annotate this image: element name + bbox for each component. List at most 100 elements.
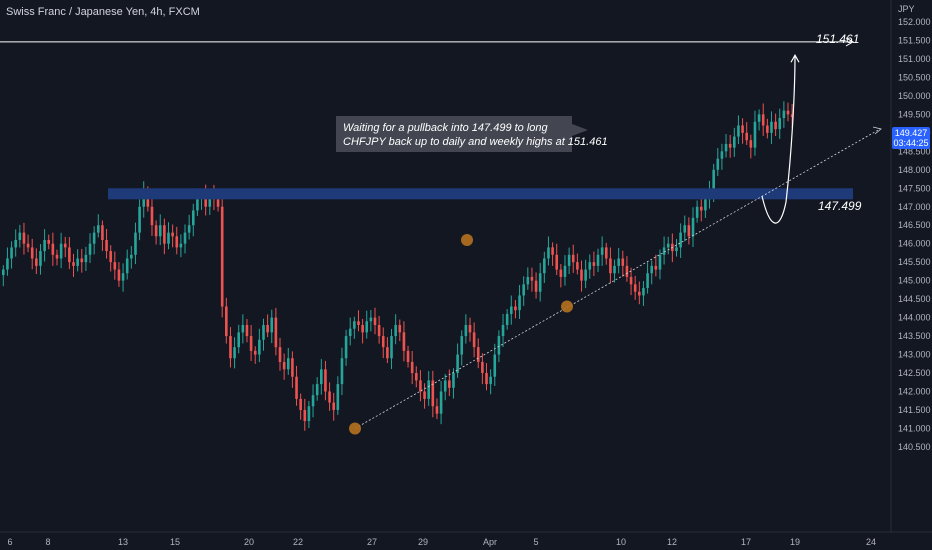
candle — [559, 264, 563, 288]
candle — [472, 322, 476, 358]
callout-line-1: Waiting for a pullback into 147.499 to l… — [343, 122, 549, 134]
candle — [675, 238, 678, 257]
candle — [427, 371, 430, 406]
candle — [361, 318, 364, 344]
time-axis[interactable]: 6 8 13 15 20 22 27 29 Apr 5 10 12 17 19 24 — [0, 531, 932, 547]
target-level-label: 151.461 — [816, 32, 859, 46]
price-tick-label: 141.500 — [898, 405, 931, 415]
candle — [753, 110, 757, 156]
date-tick-label: 27 — [367, 537, 377, 547]
price-tick-label: 151.000 — [898, 54, 931, 64]
candle — [59, 232, 63, 269]
bar-countdown: 03:44:25 — [893, 138, 928, 148]
candle — [340, 347, 344, 396]
candle — [733, 127, 736, 157]
callout-line-2: CHFJPY back up to daily and weekly highs… — [343, 136, 608, 148]
price-tick-label: 144.000 — [898, 313, 931, 323]
candle — [55, 249, 59, 266]
candle — [258, 328, 261, 363]
chart-title: Swiss Franc / Japanese Yen, 4h, FXCM — [6, 6, 200, 18]
candle — [92, 226, 96, 255]
price-axis[interactable]: JPY 152.000 151.500 151.000 150.500 150.000 1… — [890, 0, 931, 532]
price-tick-label: 148.000 — [898, 165, 931, 175]
candle — [158, 214, 162, 246]
candle — [534, 272, 538, 299]
candle — [638, 281, 641, 305]
target-arrow-head — [845, 37, 855, 47]
candle — [695, 200, 699, 223]
candle — [563, 255, 567, 286]
date-tick-label: 29 — [418, 537, 428, 547]
drawings-layer — [0, 37, 882, 435]
candle — [175, 226, 179, 255]
price-tick-label: 142.500 — [898, 368, 931, 378]
price-tick-label: 149.500 — [898, 109, 931, 119]
candle — [315, 377, 319, 401]
candle — [332, 392, 335, 421]
candle — [237, 324, 241, 354]
pivot-marker — [461, 234, 473, 247]
price-tick-label: 144.500 — [898, 294, 931, 304]
candle — [377, 315, 381, 344]
candle — [278, 337, 282, 371]
candle — [766, 118, 769, 139]
trendline — [354, 128, 881, 429]
candle — [101, 220, 104, 251]
currency-label: JPY — [898, 4, 915, 14]
candle — [154, 220, 158, 245]
candle — [633, 275, 637, 300]
candle — [509, 295, 513, 325]
candle — [191, 203, 195, 237]
date-tick-label: 17 — [741, 537, 751, 547]
candle — [629, 267, 633, 296]
candle — [443, 373, 447, 401]
callout-box — [336, 116, 588, 152]
candle — [381, 327, 385, 359]
price-tick-label: 150.000 — [898, 91, 931, 101]
candle — [625, 256, 629, 282]
candle — [353, 316, 356, 339]
candle — [6, 247, 9, 276]
candle — [286, 348, 290, 375]
candle — [14, 229, 17, 257]
candle — [241, 314, 245, 344]
candle — [336, 376, 340, 415]
candle — [390, 328, 393, 369]
candle — [452, 368, 455, 399]
candle — [109, 245, 112, 272]
pivot-marker — [349, 422, 361, 435]
candle — [592, 251, 596, 276]
date-tick-label: 22 — [293, 537, 303, 547]
candle — [757, 109, 761, 131]
candle — [39, 244, 42, 275]
last-price: 149.427 — [895, 128, 928, 138]
price-tick-label: 150.500 — [898, 72, 931, 82]
annotation-callout[interactable]: Waiting for a pullback into 147.499 to l… — [336, 116, 608, 152]
candle — [642, 281, 645, 306]
candle — [650, 260, 654, 285]
candle — [749, 134, 753, 159]
price-tick-label: 147.000 — [898, 202, 931, 212]
date-tick-label: Apr — [483, 537, 497, 547]
candle — [344, 329, 348, 366]
candle — [117, 262, 121, 287]
candle — [47, 234, 51, 250]
candle — [225, 297, 228, 344]
candle — [365, 310, 369, 339]
date-tick-label: 5 — [533, 537, 538, 547]
candle — [84, 246, 88, 271]
candle — [415, 366, 418, 388]
candle — [604, 242, 608, 265]
date-tick-label: 12 — [667, 537, 677, 547]
price-tick-label: 142.000 — [898, 387, 931, 397]
candle — [299, 393, 302, 420]
candle — [691, 207, 695, 248]
price-tick-label: 141.000 — [898, 423, 931, 433]
candle — [307, 400, 311, 428]
candle — [245, 319, 249, 343]
date-tick-label: 24 — [866, 537, 876, 547]
candle — [357, 310, 360, 332]
candle — [584, 259, 587, 289]
